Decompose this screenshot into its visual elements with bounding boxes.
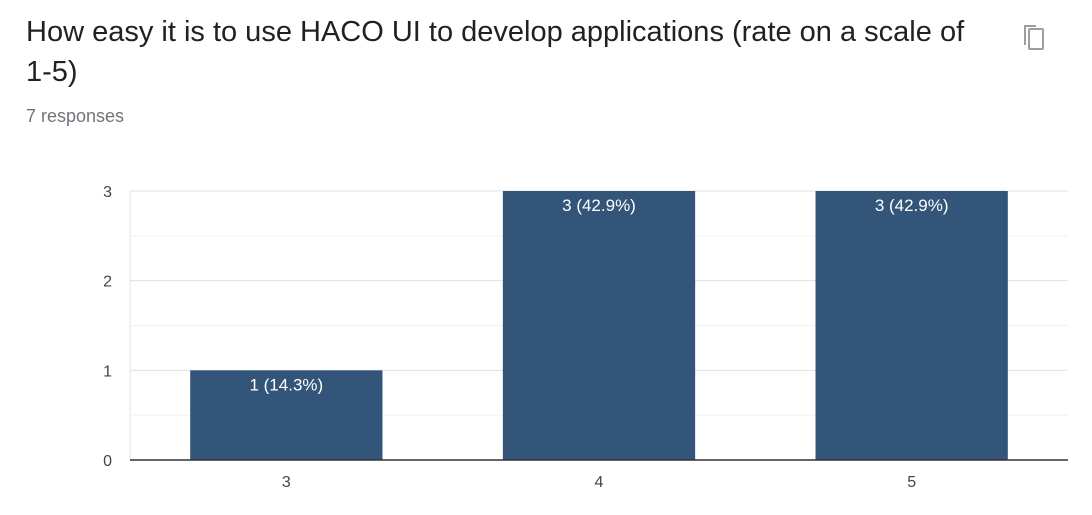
bar-4[interactable]: [502, 191, 696, 460]
y-axis-ticks: 0 1 2 3: [103, 184, 112, 470]
x-tick-label: 3: [282, 474, 291, 491]
copy-icon: [1024, 25, 1044, 50]
x-tick-label: 4: [595, 474, 604, 491]
bar-5[interactable]: [815, 191, 1008, 460]
y-tick-label: 2: [103, 274, 112, 291]
bar-data-labels: 1 (14.3%) 3 (42.9%) 3 (42.9%): [249, 196, 948, 394]
y-tick-label: 3: [103, 184, 112, 201]
copy-chart-button[interactable]: [1010, 14, 1054, 58]
bar-data-label: 3 (42.9%): [562, 196, 636, 215]
bar-data-label: 1 (14.3%): [249, 375, 323, 394]
bar-chart: 0 1 2 3 3 4 5 1 (14.3%) 3 (42.9%) 3 (42.9%): [0, 150, 1092, 510]
x-axis-ticks: 3 4 5: [130, 459, 1068, 491]
response-count: 7 responses: [26, 106, 125, 126]
x-tick-label: 5: [907, 474, 916, 491]
bar-chart-svg: 0 1 2 3 3 4 5 1 (14.3%) 3 (42.9%) 3 (42.9%): [103, 184, 1068, 491]
chart-bars: [190, 191, 1008, 460]
bar-3[interactable]: [190, 370, 383, 460]
y-tick-label: 1: [103, 363, 112, 380]
question-title: How easy it is to use HACO UI to develop…: [26, 16, 965, 88]
y-tick-label: 0: [103, 453, 112, 470]
bar-data-label: 3 (42.9%): [875, 196, 949, 215]
